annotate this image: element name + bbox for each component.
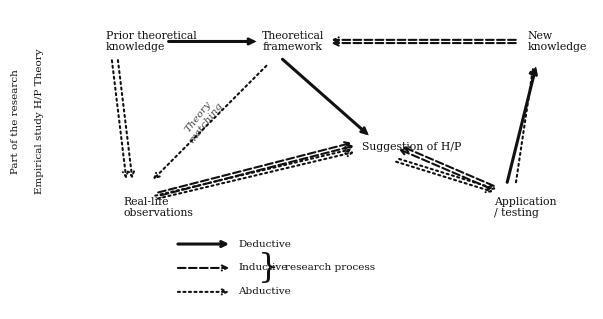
Text: Part of the research: Part of the research	[11, 69, 19, 174]
FancyArrowPatch shape	[154, 66, 267, 178]
FancyArrowPatch shape	[401, 150, 490, 188]
FancyArrowPatch shape	[399, 159, 494, 189]
Text: research process: research process	[285, 263, 375, 272]
FancyArrowPatch shape	[169, 39, 253, 44]
FancyArrowPatch shape	[333, 37, 516, 42]
FancyArrowPatch shape	[178, 241, 226, 247]
Text: New
knowledge: New knowledge	[528, 31, 587, 52]
FancyArrowPatch shape	[178, 265, 227, 271]
FancyArrowPatch shape	[507, 70, 537, 182]
Text: Theoretical
framework: Theoretical framework	[262, 31, 324, 52]
Text: Inductive: Inductive	[238, 263, 288, 272]
Text: Prior theoretical
knowledge: Prior theoretical knowledge	[106, 31, 196, 52]
FancyArrowPatch shape	[118, 60, 134, 177]
FancyArrowPatch shape	[161, 145, 352, 195]
FancyArrowPatch shape	[158, 151, 352, 199]
Text: Deductive: Deductive	[238, 240, 291, 249]
Text: Abductive: Abductive	[238, 287, 291, 296]
Text: }: }	[258, 252, 279, 284]
Text: Theory
matching: Theory matching	[179, 94, 225, 145]
FancyArrowPatch shape	[155, 148, 350, 196]
Text: Suggestion of H/P: Suggestion of H/P	[362, 142, 461, 152]
FancyArrowPatch shape	[112, 60, 128, 177]
Text: Application
/ testing: Application / testing	[494, 197, 557, 218]
Text: Real-life
observations: Real-life observations	[124, 197, 194, 218]
FancyArrowPatch shape	[178, 289, 227, 294]
FancyArrowPatch shape	[158, 142, 350, 192]
FancyArrowPatch shape	[282, 59, 366, 133]
FancyArrowPatch shape	[405, 147, 494, 186]
Text: Empirical study H/P Theory: Empirical study H/P Theory	[35, 48, 43, 194]
FancyArrowPatch shape	[333, 41, 516, 46]
FancyArrowPatch shape	[516, 69, 535, 182]
FancyArrowPatch shape	[396, 162, 491, 192]
